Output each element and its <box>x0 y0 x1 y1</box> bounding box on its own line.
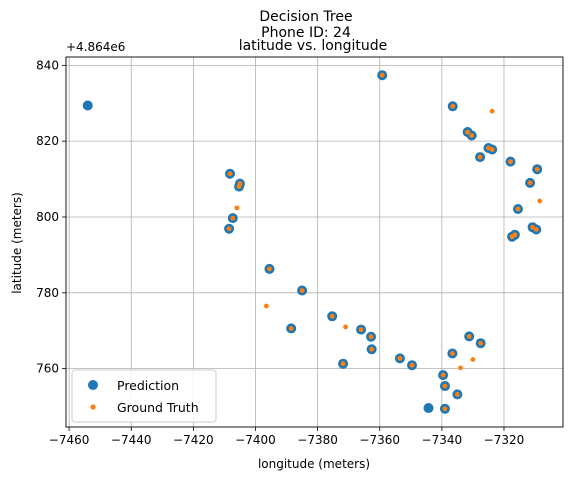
prediction-point <box>82 100 93 111</box>
legend-label-prediction: Prediction <box>117 378 179 393</box>
ground-truth-point <box>489 108 495 114</box>
ground-truth-point <box>442 383 448 389</box>
y-tick-label: 800 <box>36 210 59 224</box>
legend-marker-prediction <box>88 380 98 390</box>
ground-truth-point <box>442 406 448 412</box>
legend: Prediction Ground Truth <box>71 369 217 423</box>
ground-truth-point <box>369 346 375 352</box>
series-ground-truth <box>226 72 543 412</box>
ground-truth-point <box>263 303 269 309</box>
ground-truth-point <box>527 180 533 186</box>
ground-truth-point <box>465 129 471 135</box>
ground-truth-point <box>379 72 385 78</box>
ground-truth-point <box>299 288 305 293</box>
series-prediction <box>82 70 543 414</box>
x-tick-label: −7460 <box>49 433 90 447</box>
grid-lines <box>66 57 563 427</box>
ground-truth-point <box>288 326 294 331</box>
ground-truth-point <box>340 361 346 367</box>
ground-truth-point <box>478 340 484 346</box>
ground-truth-point <box>486 145 491 151</box>
x-tick-label: −7360 <box>359 433 400 447</box>
ground-truth-point <box>489 147 495 152</box>
ground-truth-point <box>226 226 232 232</box>
ground-truth-point <box>530 224 535 230</box>
ground-truth-point <box>512 232 518 238</box>
ground-truth-point <box>227 171 233 177</box>
ground-truth-point <box>515 206 521 212</box>
series-layer <box>82 70 543 414</box>
legend-box <box>71 369 217 423</box>
legend-marker-ground-truth <box>90 404 96 410</box>
ground-truth-point <box>458 365 463 371</box>
x-tick-label: −7320 <box>484 433 525 447</box>
ground-truth-point <box>470 357 476 362</box>
ground-truth-point <box>469 133 475 138</box>
ground-truth-point <box>534 166 540 172</box>
ground-truth-point <box>267 266 272 272</box>
x-tick-label: −7440 <box>111 433 152 447</box>
ground-truth-point <box>508 159 513 165</box>
ground-truth-point <box>234 205 240 211</box>
chart-title-line-3: latitude vs. longitude <box>239 38 388 54</box>
ground-truth-point <box>358 327 364 332</box>
ground-truth-point <box>440 372 446 378</box>
x-tick-label: −7380 <box>297 433 338 447</box>
ground-truth-point <box>537 198 543 204</box>
x-tick-label: −7420 <box>173 433 214 447</box>
ground-truth-point <box>397 355 403 361</box>
chart-title-line-2: Phone ID: 24 <box>261 25 351 41</box>
y-tick-label: 820 <box>36 134 59 148</box>
x-axis-label: longitude (meters) <box>258 457 370 471</box>
y-tick-label: 840 <box>36 58 59 72</box>
ground-truth-point <box>477 154 483 160</box>
ground-truth-point <box>450 103 456 109</box>
x-tick-label: −7400 <box>235 433 276 447</box>
ground-truth-point <box>230 215 236 221</box>
ground-truth-point <box>343 324 348 330</box>
x-tick-label: −7340 <box>422 433 463 447</box>
ground-truth-point <box>236 184 242 190</box>
y-axis-label: latitude (meters) <box>10 192 24 294</box>
y-tick-label: 780 <box>36 286 59 300</box>
axis-ticks: −7460 −7440 −7420 −7400 −7380 −7360 −7340 −7320… <box>36 58 524 447</box>
ground-truth-point <box>329 313 335 319</box>
prediction-point <box>423 403 434 414</box>
ground-truth-point <box>368 334 374 340</box>
ground-truth-point <box>533 227 539 232</box>
ground-truth-point <box>466 333 472 339</box>
ground-truth-point <box>450 351 455 356</box>
y-offset-label: +4.864e6 <box>66 40 125 54</box>
legend-label-ground-truth: Ground Truth <box>117 400 199 415</box>
ground-truth-point <box>409 362 415 368</box>
y-tick-label: 760 <box>36 362 59 376</box>
chart-title-line-1: Decision Tree <box>259 9 352 25</box>
plot-frame <box>65 56 564 428</box>
ground-truth-point <box>454 391 460 397</box>
